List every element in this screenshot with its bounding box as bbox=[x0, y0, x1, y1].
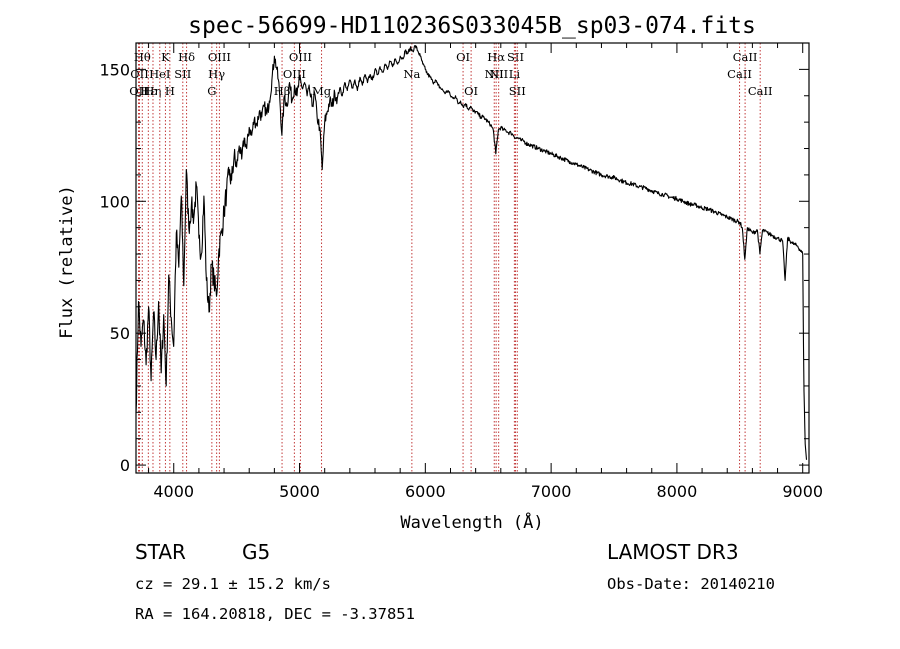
marker-label-23: Li bbox=[509, 67, 521, 81]
marker-label-8: SII bbox=[174, 67, 191, 81]
x-tick-label-9000: 9000 bbox=[782, 482, 823, 501]
y-tick-label-50: 50 bbox=[110, 324, 130, 343]
y-tick-label-150: 150 bbox=[99, 60, 130, 79]
marker-label-13: Hβ bbox=[274, 84, 291, 98]
obs-date: Obs-Date: 20140210 bbox=[607, 575, 775, 593]
marker-label-7: H bbox=[165, 84, 175, 98]
object-subclass: G5 bbox=[242, 540, 270, 564]
marker-label-20: NII bbox=[485, 67, 504, 81]
marker-label-3: Hε bbox=[140, 84, 156, 98]
chart-title: spec-56699-HD110236S033045B_sp03-074.fit… bbox=[188, 13, 756, 39]
y-tick-label-100: 100 bbox=[99, 192, 130, 211]
plot-frame bbox=[135, 42, 810, 474]
marker-label-22: NII bbox=[489, 67, 508, 81]
marker-label-16: Mg bbox=[312, 84, 332, 98]
redshift-cz: cz = 29.1 ± 15.2 km/s bbox=[135, 575, 331, 593]
marker-label-5: HeI bbox=[149, 67, 170, 81]
marker-label-17: Na bbox=[403, 67, 420, 81]
marker-label-15: OIII bbox=[289, 50, 312, 64]
marker-label-1: OII bbox=[130, 67, 149, 81]
marker-label-12: OIII bbox=[208, 50, 231, 64]
spectrum-line bbox=[135, 45, 808, 460]
marker-label-11: Hγ bbox=[208, 67, 225, 81]
marker-label-27: CaII bbox=[733, 50, 758, 64]
x-tick-label-6000: 6000 bbox=[405, 482, 446, 501]
x-tick-label-4000: 4000 bbox=[153, 482, 194, 501]
marker-label-26: CaII bbox=[727, 67, 752, 81]
survey-name: LAMOST DR3 bbox=[607, 540, 739, 564]
line-markers: HθOIIOIIHεHηHeIKHSIIHδGHγOIIIHβOIIIOIIIM… bbox=[129, 43, 773, 473]
object-class: STAR bbox=[135, 540, 186, 564]
marker-label-10: G bbox=[207, 84, 216, 98]
y-axis: 0 50 100 150 bbox=[99, 60, 809, 475]
y-tick-label-0: 0 bbox=[120, 456, 130, 475]
marker-label-28: CaII bbox=[748, 84, 773, 98]
marker-label-4: Hη bbox=[145, 84, 162, 98]
marker-label-21: Hα bbox=[487, 50, 505, 64]
marker-label-14: OIII bbox=[283, 67, 306, 81]
marker-label-2: OII bbox=[129, 84, 148, 98]
ra-dec: RA = 164.20818, DEC = -3.37851 bbox=[135, 605, 415, 623]
x-tick-label-7000: 7000 bbox=[531, 482, 572, 501]
x-tick-label-8000: 8000 bbox=[657, 482, 698, 501]
marker-label-25: SII bbox=[509, 84, 526, 98]
y-axis-label: Flux (relative) bbox=[57, 185, 77, 339]
marker-label-24: SII bbox=[507, 50, 524, 64]
x-axis-label: Wavelength (Å) bbox=[400, 511, 543, 533]
marker-label-9: Hδ bbox=[178, 50, 195, 64]
x-axis: 4000 5000 6000 7000 8000 9000 bbox=[148, 43, 823, 501]
x-tick-label-5000: 5000 bbox=[279, 482, 320, 501]
marker-label-18: OI bbox=[456, 50, 470, 64]
marker-label-6: K bbox=[161, 50, 170, 64]
marker-label-19: OI bbox=[464, 84, 478, 98]
